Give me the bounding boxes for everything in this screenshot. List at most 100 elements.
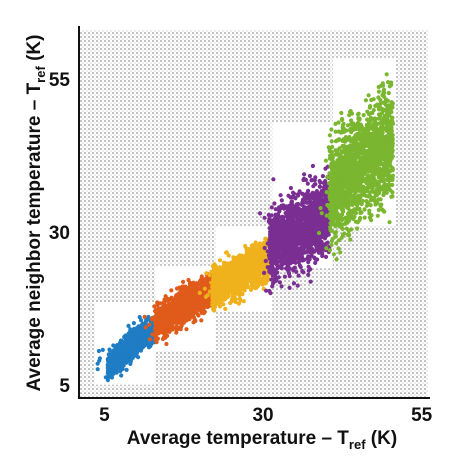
data-point — [135, 346, 140, 351]
data-point — [298, 247, 303, 252]
data-point — [203, 294, 208, 299]
data-point — [317, 184, 323, 189]
data-point — [139, 339, 145, 344]
data-point — [248, 287, 254, 292]
data-point — [199, 282, 204, 287]
data-point — [178, 288, 183, 293]
data-point — [278, 193, 283, 198]
data-point — [275, 236, 280, 242]
data-point — [310, 163, 315, 169]
data-point — [255, 270, 260, 276]
data-point — [295, 193, 301, 198]
data-point — [122, 334, 127, 340]
data-point — [307, 248, 312, 253]
data-point — [251, 259, 256, 264]
data-point — [296, 237, 301, 242]
data-point — [323, 179, 328, 184]
data-point — [108, 368, 113, 373]
data-point — [124, 358, 129, 363]
data-point — [199, 274, 204, 279]
data-point — [109, 375, 115, 380]
data-point — [285, 245, 291, 250]
data-point — [308, 209, 313, 214]
data-point — [158, 306, 163, 311]
data-point — [158, 301, 163, 306]
data-point — [115, 362, 120, 367]
data-point — [245, 285, 250, 290]
data-point — [210, 289, 215, 294]
data-point — [287, 210, 292, 215]
data-point — [270, 284, 275, 289]
data-point — [286, 249, 291, 254]
data-point — [223, 274, 228, 279]
data-point — [321, 220, 327, 225]
data-point — [197, 290, 202, 295]
data-point — [138, 348, 143, 353]
data-point — [232, 265, 237, 271]
data-point — [288, 185, 293, 191]
data-point — [116, 347, 121, 352]
data-point — [290, 206, 296, 211]
data-point — [107, 372, 113, 377]
data-point — [263, 258, 268, 264]
data-point — [292, 214, 298, 219]
data-point — [301, 270, 306, 275]
data-point — [230, 269, 235, 274]
data-point — [231, 281, 236, 286]
data-point — [202, 286, 207, 291]
data-point — [167, 321, 172, 326]
data-point — [211, 284, 216, 289]
data-point — [128, 327, 133, 332]
data-point — [270, 226, 275, 231]
data-point — [322, 236, 328, 241]
data-point — [212, 262, 217, 267]
data-point — [301, 176, 307, 181]
data-point — [245, 259, 250, 264]
data-point — [262, 215, 267, 220]
data-point — [294, 248, 299, 253]
data-point — [313, 216, 318, 221]
data-point — [312, 199, 317, 205]
data-point — [269, 205, 274, 210]
data-point — [307, 173, 313, 179]
data-point — [223, 267, 228, 273]
data-point — [216, 280, 221, 285]
data-point — [300, 227, 305, 232]
data-point — [224, 250, 229, 255]
data-point — [178, 327, 183, 332]
data-point — [257, 211, 263, 216]
data-point — [149, 317, 155, 322]
data-point — [319, 211, 324, 216]
data-point — [317, 217, 322, 222]
data-point — [314, 243, 320, 249]
data-point — [291, 195, 296, 200]
data-point — [181, 310, 186, 315]
data-point — [178, 293, 183, 298]
data-point — [304, 193, 309, 198]
data-point — [169, 295, 174, 300]
data-point — [185, 305, 191, 311]
data-point — [323, 166, 328, 171]
data-point — [175, 320, 180, 325]
data-point — [149, 341, 154, 347]
data-points — [95, 72, 396, 383]
data-point — [302, 237, 307, 242]
data-point — [274, 278, 279, 283]
data-point — [271, 255, 277, 260]
data-point — [107, 348, 112, 353]
data-point — [199, 318, 204, 323]
data-point — [162, 297, 167, 302]
data-point — [113, 344, 118, 349]
data-point — [127, 340, 132, 345]
data-point — [222, 290, 227, 295]
data-point — [167, 301, 172, 306]
data-point — [212, 304, 217, 310]
data-point — [289, 235, 294, 240]
data-point — [248, 263, 253, 268]
data-point — [306, 231, 312, 236]
data-point — [313, 175, 318, 180]
data-point — [295, 223, 301, 228]
data-point — [185, 313, 190, 318]
data-point — [146, 316, 151, 321]
